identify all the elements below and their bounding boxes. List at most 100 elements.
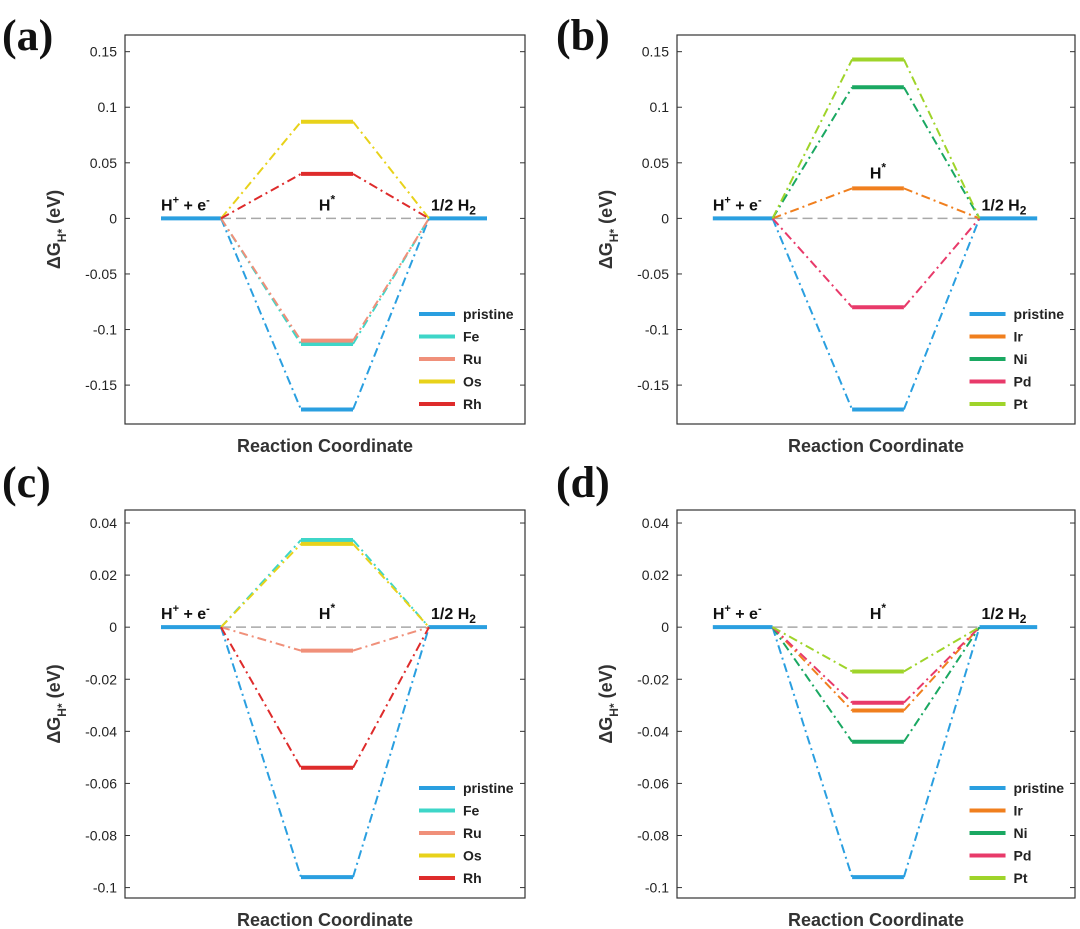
y-tick-label: 0.1 — [98, 99, 118, 115]
connector-in — [772, 187, 853, 220]
y-tick-label: -0.08 — [85, 828, 117, 844]
connector-out — [352, 626, 430, 652]
series-pt — [771, 57, 981, 219]
connector-out — [352, 121, 430, 220]
y-tick-label: -0.06 — [85, 775, 117, 791]
connector-in — [220, 217, 302, 342]
legend-label-ir: Ir — [1014, 329, 1024, 345]
y-tick-label: -0.1 — [645, 322, 669, 338]
y-tick-label: 0 — [661, 619, 669, 635]
series-pristine — [771, 218, 981, 412]
legend-label-rh: Rh — [463, 396, 482, 412]
series-os — [220, 541, 430, 628]
y-tick-label: 0.02 — [642, 567, 669, 583]
series-pd — [771, 626, 981, 705]
legend-label-ir: Ir — [1014, 803, 1024, 819]
connector-in — [220, 626, 302, 769]
connector-in — [220, 626, 302, 652]
connector-in — [771, 59, 854, 219]
y-tick-label: 0 — [109, 210, 117, 226]
y-tick-label: -0.1 — [93, 880, 117, 896]
series-pristine — [220, 217, 430, 412]
connector-out — [903, 626, 981, 704]
panel-label: (d) — [556, 458, 610, 507]
y-tick-label: -0.1 — [93, 322, 117, 338]
y-tick-label: 0.02 — [90, 567, 117, 583]
legend-label-ru: Ru — [463, 825, 482, 841]
series-ir — [772, 186, 980, 220]
connector-in — [220, 121, 302, 220]
y-tick-label: -0.05 — [637, 266, 669, 282]
connector-out — [902, 86, 981, 219]
connector-in — [220, 217, 302, 410]
connector-out — [903, 187, 980, 220]
y-axis-label: ΔGH* (eV) — [596, 664, 621, 743]
y-tick-label: -0.15 — [637, 377, 669, 393]
series-os — [220, 119, 430, 220]
series-rh — [220, 626, 430, 770]
y-axis-label: ΔGH* (eV) — [596, 190, 621, 269]
x-axis-label: Reaction Coordinate — [237, 910, 413, 929]
connector-out — [902, 626, 981, 878]
axes-frame — [124, 509, 526, 899]
legend-label-ru: Ru — [463, 351, 482, 367]
legend-label-fe: Fe — [463, 803, 480, 819]
connector-in — [771, 218, 854, 410]
legend-label-os: Os — [463, 374, 482, 390]
legend: pristine Fe Ru Os Rh — [419, 306, 514, 412]
series-pristine — [220, 626, 430, 880]
intermediate-state-label: H* — [870, 160, 887, 182]
connector-in — [771, 626, 854, 878]
x-axis-label: Reaction Coordinate — [237, 436, 413, 456]
x-axis-label: Reaction Coordinate — [788, 436, 964, 456]
series-pd — [771, 217, 981, 310]
initial-state-label: H+ + e- — [713, 194, 762, 214]
connector-out — [352, 626, 430, 769]
connector-out — [903, 626, 981, 743]
legend-label-fe: Fe — [463, 329, 480, 345]
panel-label: (a) — [2, 11, 53, 60]
series-ru — [220, 217, 430, 343]
series-pt — [772, 626, 980, 674]
series-ru — [220, 626, 430, 653]
legend-label-pt: Pt — [1014, 870, 1028, 886]
connector-out — [352, 539, 430, 628]
connector-in — [220, 626, 302, 878]
initial-state-label: H+ + e- — [161, 603, 210, 623]
connector-out — [903, 626, 980, 673]
panel-c: (c) -0.1 -0.08 -0.06 -0.04 -0.02 0 0.02 0.04 Reac… — [2, 458, 526, 929]
y-tick-label: 0.15 — [90, 44, 117, 60]
legend-label-pd: Pd — [1014, 374, 1032, 390]
y-tick-label: 0 — [109, 619, 117, 635]
y-tick-label: 0 — [661, 210, 669, 226]
legend-label-pristine: pristine — [463, 306, 514, 322]
connector-out — [352, 173, 430, 220]
y-tick-label: -0.04 — [85, 723, 117, 739]
connector-in — [220, 173, 302, 220]
legend-label-pristine: pristine — [463, 780, 514, 796]
y-tick-label: -0.02 — [637, 671, 669, 687]
connector-in — [771, 626, 853, 743]
legend-label-ni: Ni — [1014, 351, 1028, 367]
connector-in — [771, 217, 853, 308]
connector-out — [352, 543, 430, 628]
series-ir — [771, 626, 981, 713]
legend: pristine Fe Ru Os Rh — [419, 780, 514, 886]
legend: pristine Ir Ni Pd Pt — [969, 780, 1064, 886]
legend-label-pt: Pt — [1014, 396, 1028, 412]
panel-label: (c) — [2, 458, 51, 507]
y-tick-label: -0.08 — [637, 828, 669, 844]
connector-out — [352, 217, 430, 342]
connector-out — [352, 218, 430, 410]
series-pristine — [771, 626, 981, 880]
connector-out — [903, 217, 981, 308]
legend-label-pd: Pd — [1014, 848, 1032, 864]
legend-label-os: Os — [463, 848, 482, 864]
y-axis-label: ΔGH* (eV) — [44, 190, 69, 269]
panel-label: (b) — [556, 11, 610, 60]
legend: pristine Ir Ni Pd Pt — [969, 306, 1064, 412]
final-state-label: 1/2 H2 — [981, 197, 1026, 217]
initial-state-label: H+ + e- — [713, 603, 762, 623]
y-tick-label: 0.05 — [642, 155, 669, 171]
